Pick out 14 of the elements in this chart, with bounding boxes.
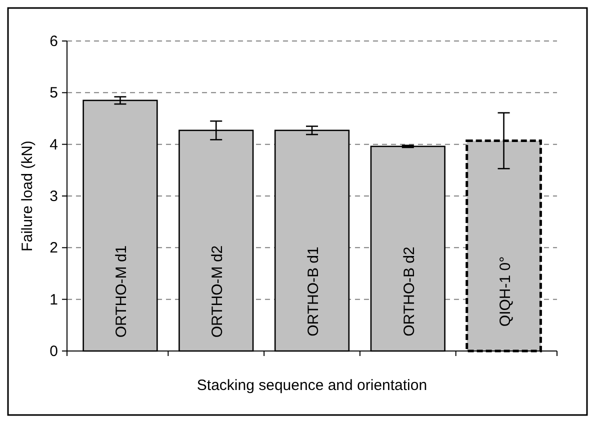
y-tick-label: 5 bbox=[50, 84, 58, 102]
x-tick-label: ORTHO-M d2 bbox=[209, 245, 226, 338]
y-axis-title: Failure load (kN) bbox=[19, 140, 36, 252]
y-tick-label: 3 bbox=[50, 188, 58, 205]
x-tick-label: QIQH-1 0° bbox=[496, 256, 514, 327]
x-tick-label: ORTHO-M d1 bbox=[113, 245, 130, 338]
y-tick-label: 6 bbox=[50, 33, 58, 50]
x-tick-label: ORTHO-B d2 bbox=[400, 246, 418, 336]
y-tick-label: 1 bbox=[50, 291, 58, 308]
y-tick-label: 4 bbox=[50, 136, 58, 154]
y-tick-label: 0 bbox=[50, 343, 58, 360]
x-axis-title: Stacking sequence and orientation bbox=[196, 377, 428, 394]
x-tick-label: ORTHO-B d1 bbox=[305, 246, 322, 336]
y-tick-label: 2 bbox=[50, 240, 58, 257]
